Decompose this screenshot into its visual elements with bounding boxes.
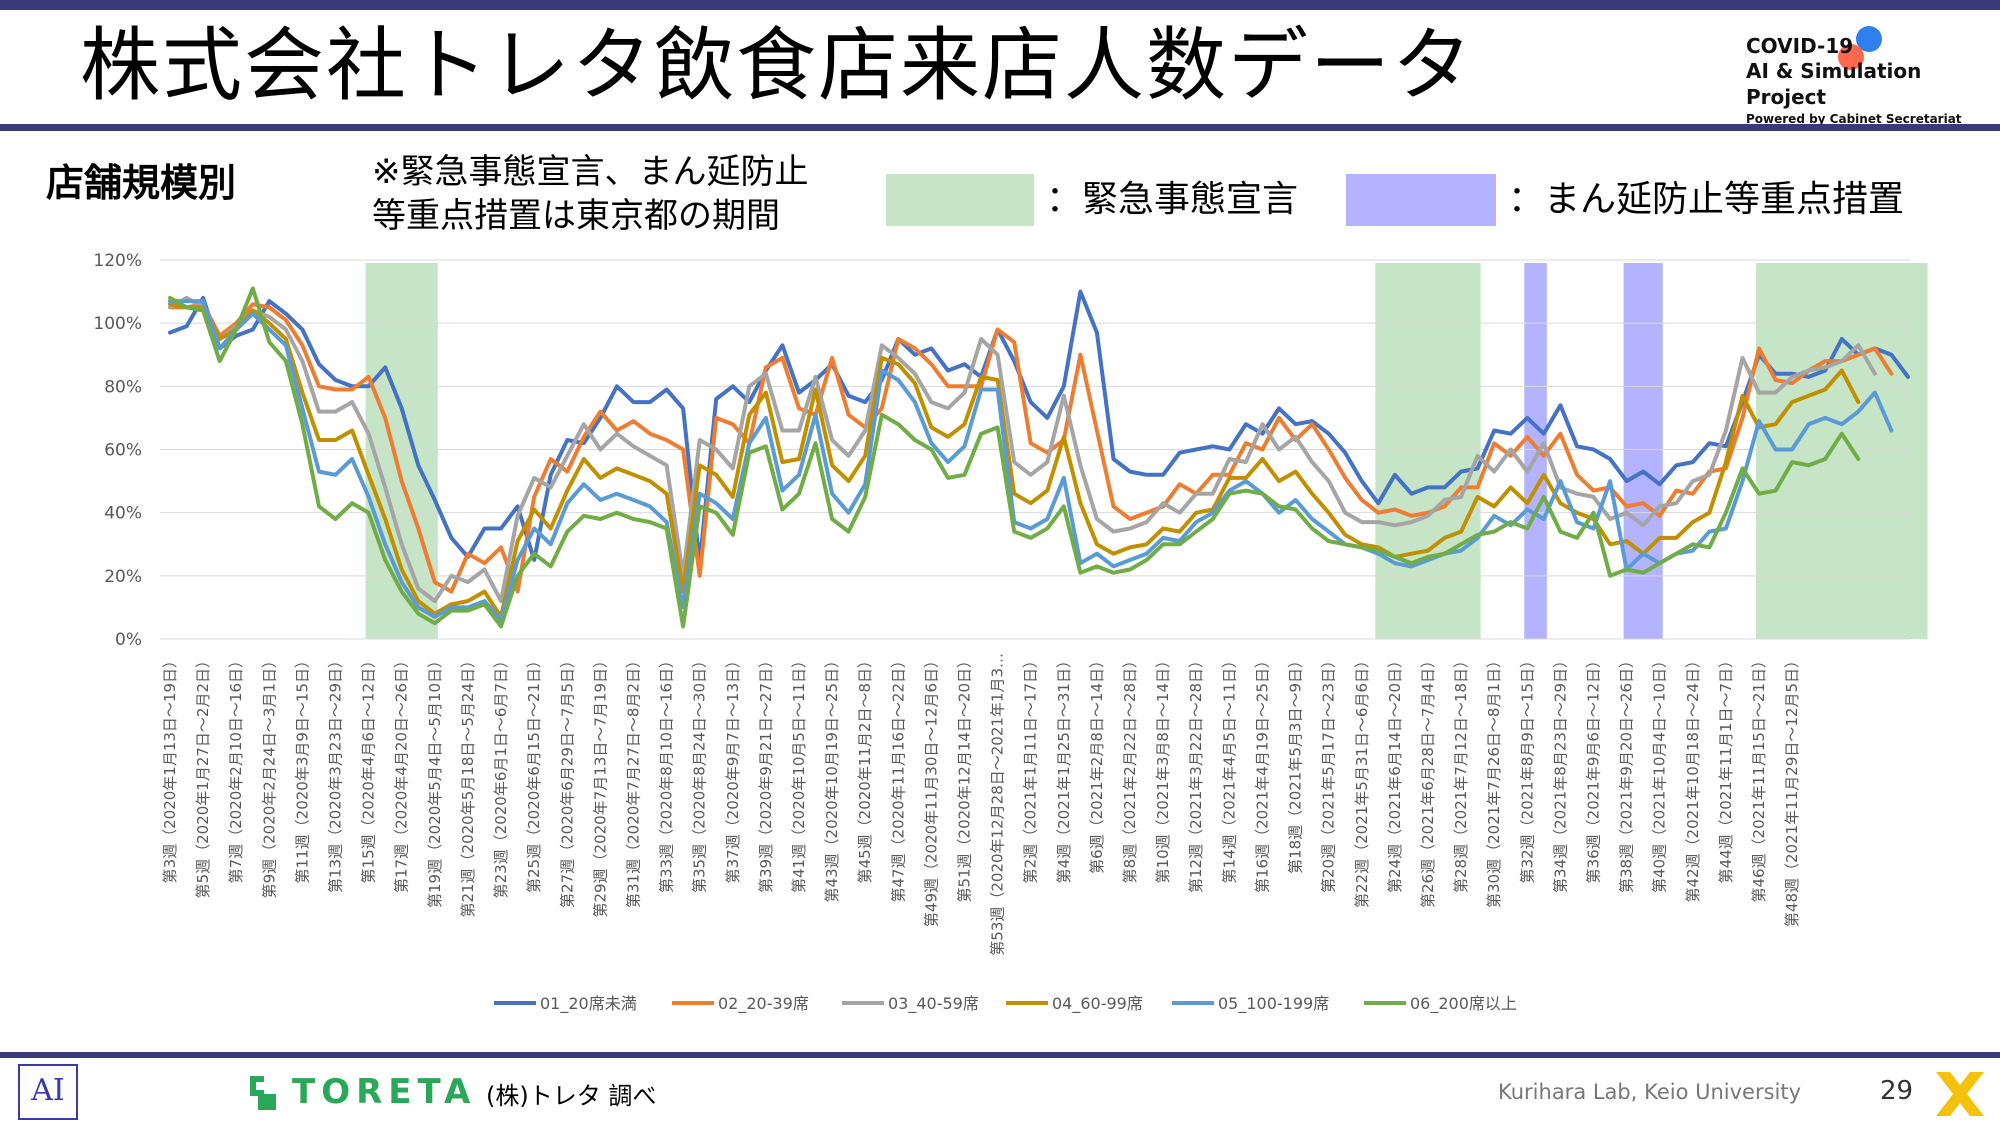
title-divider (0, 124, 2000, 131)
page-number: 29 (1880, 1076, 1914, 1106)
x-tick-label: 第24週（2021年6月14日～20日） (1386, 653, 1404, 893)
x-tick-label: 第5週（2020年1月27日～2月2日） (194, 653, 212, 898)
x-tick-label: 第18週（2021年5月3日～9日） (1287, 653, 1305, 874)
x-tick-label: 第33週（2020年8月10日～16日） (658, 653, 676, 893)
y-tick-label: 80% (104, 377, 142, 397)
x-tick-label: 第22週（2021年5月31日～6月6日） (1353, 653, 1371, 908)
x-tick-label: 第31週（2020年7月27日～8月2日） (624, 653, 642, 908)
series-line-3 (168, 295, 1877, 604)
x-tick-label: 第23週（2020年6月1日～6月7日） (492, 653, 510, 898)
x-tick-label: 第21週（2020年5月18日～5月24日） (459, 653, 477, 918)
x-tick-label: 第45週（2020年11月2日～8日） (856, 653, 874, 883)
priority-legend-swatch (1346, 174, 1496, 226)
period-note: ※緊急事態宣言、まん延防止 等重点措置は東京都の期間 (372, 150, 809, 238)
x-tick-label: 第39週（2020年9月21日～27日） (757, 653, 775, 893)
emergency-band (1805, 263, 1928, 639)
x-tick-label: 第47週（2020年11月16日～22日） (889, 653, 907, 903)
x-tick-label: 第12週（2021年3月22日～28日） (1187, 653, 1205, 893)
y-tick-label: 0% (115, 630, 142, 650)
legend-label-4: 04_60-99席 (1052, 994, 1143, 1014)
legend-label-6: 06_200席以上 (1410, 994, 1517, 1014)
page-title: 株式会社トレタ飲食店来店人数データ (80, 19, 1474, 112)
x-tick-label: 第41週（2020年10月5日～11日） (790, 653, 808, 893)
y-tick-label: 20% (104, 567, 142, 587)
emergency-legend-swatch (886, 174, 1034, 226)
credit-text: Kurihara Lab, Keio University (1498, 1080, 1802, 1104)
period-note-line-2: 等重点措置は東京都の期間 (372, 196, 780, 236)
x-tick-label: 第29週（2020年7月13日～7月19日） (591, 653, 609, 918)
x-tick-label: 第27週（2020年6月29日～7月5日） (558, 653, 576, 908)
priority-legend-label: ：まん延防止等重点措置 (1508, 179, 1905, 220)
x-tick-label: 第32週（2021年8月9日～15日） (1518, 653, 1536, 883)
toreta-logo-icon (250, 1076, 276, 1110)
emergency-legend-label: ：緊急事態宣言 (1046, 179, 1299, 220)
x-logo-icon (1936, 1072, 1984, 1116)
footer-divider (0, 1052, 2000, 1058)
x-tick-label: 第49週（2020年11月30日～12月6日） (922, 653, 940, 927)
source-note: (株)トレタ 調べ (486, 1082, 657, 1110)
series-line-1 (168, 289, 1910, 566)
x-tick-label: 第30週（2021年7月26日～8月1日） (1485, 653, 1503, 908)
x-tick-label: 第14週（2021年4月5日～11日） (1220, 653, 1238, 883)
legend-label-1: 01_20席未満 (540, 994, 637, 1014)
x-tick-label: 第7週（2020年2月10日～16日） (227, 653, 245, 883)
x-tick-label: 第3週（2020年1月13日～19日） (161, 653, 179, 883)
x-tick-label: 第38週（2021年9月20日～26日） (1618, 653, 1636, 893)
y-tick-label: 60% (104, 441, 142, 461)
x-tick-label: 第37週（2020年9月7日～13日） (724, 653, 742, 883)
x-tick-label: 第17週（2020年4月20日～26日） (393, 653, 411, 893)
x-tick-label: 第25週（2020年6月15日～21日） (525, 653, 543, 893)
legend-label-3: 03_40-59席 (888, 994, 979, 1014)
x-tick-label: 第42週（2021年10月18日～24日） (1684, 653, 1702, 903)
x-tick-label: 第28週（2021年7月12日～18日） (1452, 653, 1470, 893)
x-tick-label: 第46週（2021年11月15日～21日） (1750, 653, 1768, 903)
x-tick-label: 第34週（2021年8月23日～29日） (1551, 653, 1569, 893)
x-tick-label: 第36週（2021年9月6日～12日） (1585, 653, 1603, 883)
x-tick-label: 第10週（2021年3月8日～14日） (1154, 653, 1172, 883)
x-tick-label: 第35週（2020年8月24日～30日） (691, 653, 709, 893)
chart-subtitle: 店舗規模別 (46, 161, 237, 205)
series-line-5 (168, 299, 1894, 623)
logo-line-1: COVID-19 (1746, 34, 1854, 58)
y-tick-label: 120% (93, 251, 142, 271)
x-tick-label: 第19週（2020年5月4日～5月10日） (426, 653, 444, 908)
logo-line-2: AI & Simulation Project (1746, 59, 1922, 109)
x-tick-label: 第26週（2021年6月28日～7月4日） (1419, 653, 1437, 908)
x-tick-label: 第15週（2020年4月6日～12日） (360, 653, 378, 883)
x-tick-label: 第6週（2021年2月8日～14日） (1088, 653, 1106, 874)
priority-band (1524, 263, 1547, 639)
series-line-6 (168, 286, 1861, 629)
legend-label-5: 05_100-199席 (1218, 994, 1329, 1014)
toreta-logo-text: TORETA (292, 1072, 477, 1112)
x-tick-label: 第8週（2021年2月22日～28日） (1121, 653, 1139, 883)
x-tick-label: 第43週（2020年10月19日～25日） (823, 653, 841, 903)
x-tick-label: 第4週（2021年1月25日～31日） (1055, 653, 1073, 883)
y-tick-label: 40% (104, 504, 142, 524)
x-tick-label: 第44週（2021年11月1日～7日） (1717, 653, 1735, 883)
x-tick-label: 第9週（2020年2月24日～3月1日） (260, 653, 278, 898)
legend-label-2: 02_20-39席 (718, 994, 809, 1014)
logo-red-dot (1838, 44, 1864, 70)
lab-logo: AI (18, 1064, 78, 1120)
x-tick-label: 第53週（2020年12月28日～2021年1月3… (989, 653, 1007, 956)
x-tick-label: 第2週（2021年1月11日～17日） (1022, 653, 1040, 883)
x-tick-label: 第40週（2021年10月4日～10日） (1651, 653, 1669, 893)
covid-project-logo: COVID-19 AI & Simulation Project Powered… (1746, 34, 2000, 128)
x-tick-label: 第16週（2021年4月19日～25日） (1253, 653, 1271, 893)
x-tick-label: 第13週（2020年3月23日～29日） (327, 653, 345, 893)
priority-band (1623, 263, 1663, 639)
period-note-line-1: ※緊急事態宣言、まん延防止 (372, 152, 809, 192)
y-tick-label: 100% (93, 314, 142, 334)
top-bar (0, 0, 2000, 10)
x-tick-label: 第11週（2020年3月9日～15日） (293, 653, 311, 883)
emergency-band (1375, 263, 1481, 639)
x-tick-label: 第48週（2021年11月29日～12月5日） (1783, 653, 1801, 927)
series-line-4 (168, 302, 1861, 619)
x-tick-label: 第20週（2021年5月17日～23日） (1320, 653, 1338, 893)
x-tick-label: 第51週（2020年12月14日～20日） (956, 653, 974, 903)
line-chart: 0% 20% 40% 60% 80% 100% 120% 第3週（2020年1月13日～19… (93, 251, 1928, 1014)
logo-line-3: Powered by Cabinet Secretariat (1746, 112, 1962, 126)
